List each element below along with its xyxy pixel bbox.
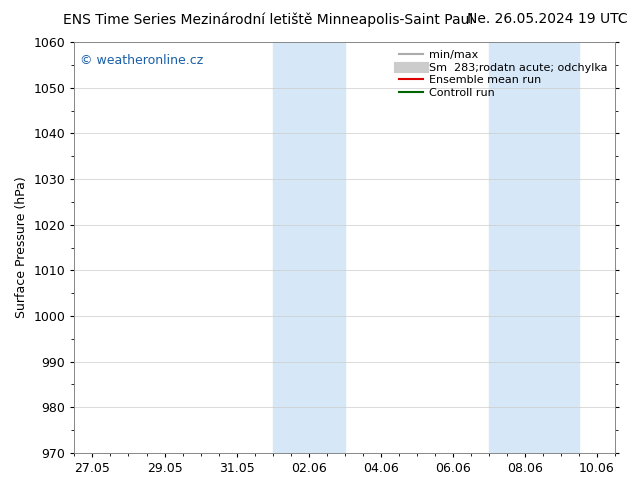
Text: © weatheronline.cz: © weatheronline.cz [80, 54, 203, 68]
Bar [489, 42, 579, 453]
Legend: min/max, Sm  283;rodatn acute; odchylka, Ensemble mean run, Controll run: min/max, Sm 283;rodatn acute; odchylka, … [394, 46, 612, 102]
Text: Ne. 26.05.2024 19 UTC: Ne. 26.05.2024 19 UTC [467, 12, 628, 26]
Bar [273, 42, 345, 453]
Text: ENS Time Series Mezinárodní letiště Minneapolis-Saint Paul: ENS Time Series Mezinárodní letiště Minn… [63, 12, 474, 27]
Y-axis label: Surface Pressure (hPa): Surface Pressure (hPa) [15, 176, 28, 318]
